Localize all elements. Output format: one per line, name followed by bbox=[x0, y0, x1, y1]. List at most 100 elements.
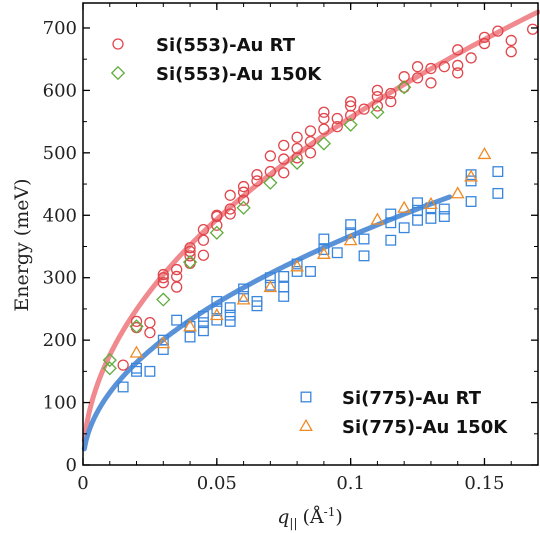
data-point-triangle bbox=[263, 279, 278, 293]
data-point-circle bbox=[385, 95, 397, 108]
data-point-diamond bbox=[209, 225, 224, 240]
data-point-square bbox=[131, 365, 142, 377]
data-point-circle bbox=[452, 59, 464, 72]
data-point-circle bbox=[425, 62, 437, 75]
plot-frame bbox=[82, 2, 539, 466]
legend-label: Si(553)-Au RT bbox=[156, 35, 296, 56]
data-point-square bbox=[305, 266, 316, 277]
legend-marker-circle bbox=[112, 38, 124, 50]
data-point-circle bbox=[171, 281, 183, 293]
data-point-circle bbox=[318, 112, 330, 125]
data-point-triangle bbox=[343, 233, 358, 246]
data-point-circle bbox=[398, 81, 410, 93]
legend-marker-diamond bbox=[110, 65, 126, 81]
y-tick-label: 100 bbox=[43, 393, 77, 414]
data-point-square bbox=[157, 344, 169, 355]
data-point-circle bbox=[385, 87, 397, 100]
data-point-triangle bbox=[450, 186, 465, 199]
data-point-diamond bbox=[370, 105, 385, 120]
data-point-square bbox=[278, 281, 290, 293]
data-point-triangle bbox=[464, 169, 479, 182]
data-point-circle bbox=[184, 242, 196, 254]
data-point-diamond bbox=[263, 175, 278, 190]
data-point-circle bbox=[130, 315, 143, 328]
data-point-circle bbox=[304, 125, 317, 137]
data-point-square bbox=[197, 317, 209, 329]
data-point-diamond bbox=[316, 136, 332, 151]
data-point-triangle bbox=[370, 212, 385, 225]
data-point-square bbox=[184, 331, 196, 343]
series-square bbox=[117, 166, 504, 393]
data-point-triangle bbox=[397, 200, 412, 213]
data-point-square bbox=[358, 250, 370, 262]
data-point-diamond bbox=[397, 80, 412, 95]
x-axis-label-unit-exp: -1 bbox=[324, 505, 336, 519]
data-point-circle bbox=[411, 72, 424, 84]
x-tick-label: 0 bbox=[77, 473, 88, 494]
legends: Si(553)-Au RT Si(553)-Au 150K Si(775)-Au R… bbox=[110, 35, 508, 438]
legend-item: Si(553)-Au RT bbox=[112, 35, 296, 56]
data-point-square bbox=[144, 365, 156, 377]
series-triangle bbox=[129, 146, 492, 358]
data-point-circle bbox=[304, 147, 317, 159]
legend-item: Si(775)-Au 150K bbox=[299, 417, 508, 438]
data-point-square bbox=[398, 222, 410, 234]
data-point-circle bbox=[478, 37, 491, 50]
data-point-circle bbox=[492, 25, 504, 37]
data-point-square bbox=[291, 258, 303, 270]
data-point-triangle bbox=[129, 345, 144, 358]
data-point-square bbox=[238, 290, 250, 302]
data-point-circle bbox=[157, 272, 169, 284]
data-point-diamond bbox=[102, 352, 117, 368]
data-point-circle bbox=[318, 123, 330, 135]
data-point-circle bbox=[304, 135, 317, 148]
data-point-square bbox=[318, 233, 330, 245]
axis-ticks: 0 0.05 0.1 0.15 0 100 200 300 400 500 600 700 bbox=[43, 3, 538, 494]
data-point-circle bbox=[211, 210, 223, 223]
y-tick-label: 0 bbox=[66, 455, 77, 476]
data-point-square bbox=[385, 217, 397, 229]
data-point-circle bbox=[278, 139, 290, 151]
data-point-circle bbox=[144, 326, 156, 339]
data-point-circle bbox=[251, 175, 263, 187]
x-tick-label: 0.05 bbox=[197, 473, 237, 494]
data-point-square bbox=[278, 271, 290, 282]
data-point-square bbox=[385, 234, 397, 246]
data-point-triangle bbox=[477, 146, 492, 160]
data-point-circle bbox=[358, 103, 370, 115]
data-point-diamond bbox=[343, 117, 358, 132]
data-point-square bbox=[318, 244, 330, 256]
data-point-circle bbox=[291, 131, 303, 143]
x-axis-label-q: q bbox=[277, 506, 289, 528]
data-point-circle bbox=[224, 208, 236, 220]
data-point-circle bbox=[344, 95, 357, 108]
data-point-diamond bbox=[129, 319, 144, 334]
x-tick-label: 0.15 bbox=[464, 473, 504, 494]
data-point-circle bbox=[465, 52, 477, 64]
data-point-diamond bbox=[182, 254, 198, 270]
data-point-square bbox=[224, 315, 236, 327]
data-point-diamond bbox=[156, 292, 171, 307]
data-point-triangle bbox=[209, 308, 224, 321]
data-point-square bbox=[171, 314, 183, 326]
data-point-circle bbox=[425, 77, 437, 89]
data-point-square bbox=[358, 233, 370, 245]
y-tick-label: 500 bbox=[43, 143, 77, 164]
data-point-square bbox=[211, 303, 223, 315]
data-point-circle bbox=[278, 153, 290, 165]
legend-item: Si(775)-Au RT bbox=[300, 388, 482, 409]
data-point-triangle bbox=[316, 246, 331, 259]
data-point-circle bbox=[505, 34, 517, 47]
x-axis-label-unit: (Å bbox=[303, 506, 324, 528]
data-point-circle bbox=[452, 44, 464, 56]
legend-label: Si(775)-Au 150K bbox=[342, 417, 508, 438]
data-point-circle bbox=[526, 23, 539, 35]
data-point-diamond bbox=[289, 155, 305, 170]
data-point-circle bbox=[224, 203, 236, 215]
y-tick-label: 300 bbox=[43, 268, 77, 289]
data-point-triangle bbox=[290, 259, 305, 272]
data-point-square bbox=[251, 300, 263, 312]
data-point-square bbox=[224, 302, 236, 314]
data-point-diamond bbox=[102, 361, 117, 376]
